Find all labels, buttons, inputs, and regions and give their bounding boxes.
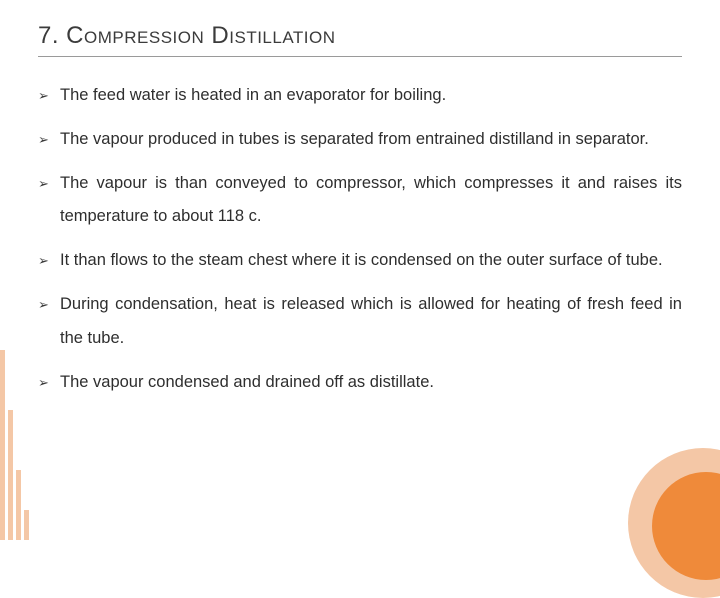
- list-item: The feed water is heated in an evaporato…: [38, 79, 682, 113]
- list-item: It than flows to the steam chest where i…: [38, 244, 682, 278]
- list-item: The vapour is than conveyed to compresso…: [38, 167, 682, 235]
- decor-stripe: [0, 350, 5, 540]
- slide: 7. Compression Distillation The feed wat…: [0, 0, 720, 540]
- list-item: The vapour produced in tubes is separate…: [38, 123, 682, 157]
- decor-stripe: [16, 470, 21, 540]
- decor-stripes: [0, 0, 30, 540]
- bullet-list: The feed water is heated in an evaporato…: [38, 79, 682, 400]
- list-item: The vapour condensed and drained off as …: [38, 366, 682, 400]
- slide-title: 7. Compression Distillation: [38, 22, 682, 57]
- decor-stripe: [8, 410, 13, 540]
- decor-stripe: [24, 510, 29, 540]
- list-item: During condensation, heat is released wh…: [38, 288, 682, 356]
